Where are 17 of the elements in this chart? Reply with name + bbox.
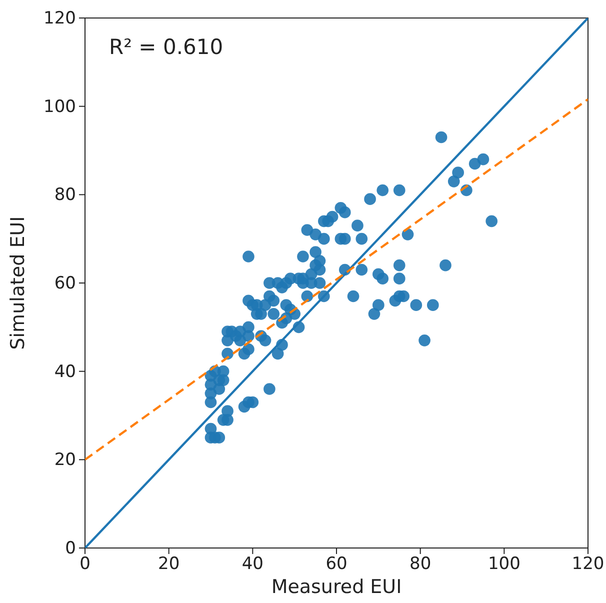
y-tick-label: 20 (54, 450, 76, 470)
y-tick-label: 80 (54, 185, 76, 206)
annotation: R² = 0.610 (109, 35, 224, 59)
x-tick-label: 100 (488, 554, 520, 574)
y-tick-label: 100 (44, 96, 76, 117)
x-tick-label: 40 (242, 554, 264, 574)
y-tick-label: 120 (44, 8, 76, 28)
y-axis-title: Simulated EUI (7, 216, 29, 350)
x-tick-label: 120 (572, 554, 604, 574)
x-tick-label: 0 (80, 554, 90, 574)
y-tick-label: 0 (65, 538, 76, 558)
x-tick-label: 20 (158, 554, 180, 574)
x-tick-label: 60 (326, 554, 348, 574)
y-tick-label: 40 (54, 362, 76, 382)
x-axis-title: Measured EUI (271, 576, 402, 598)
x-tick-label: 80 (410, 554, 432, 574)
y-tick-label: 60 (54, 273, 76, 294)
